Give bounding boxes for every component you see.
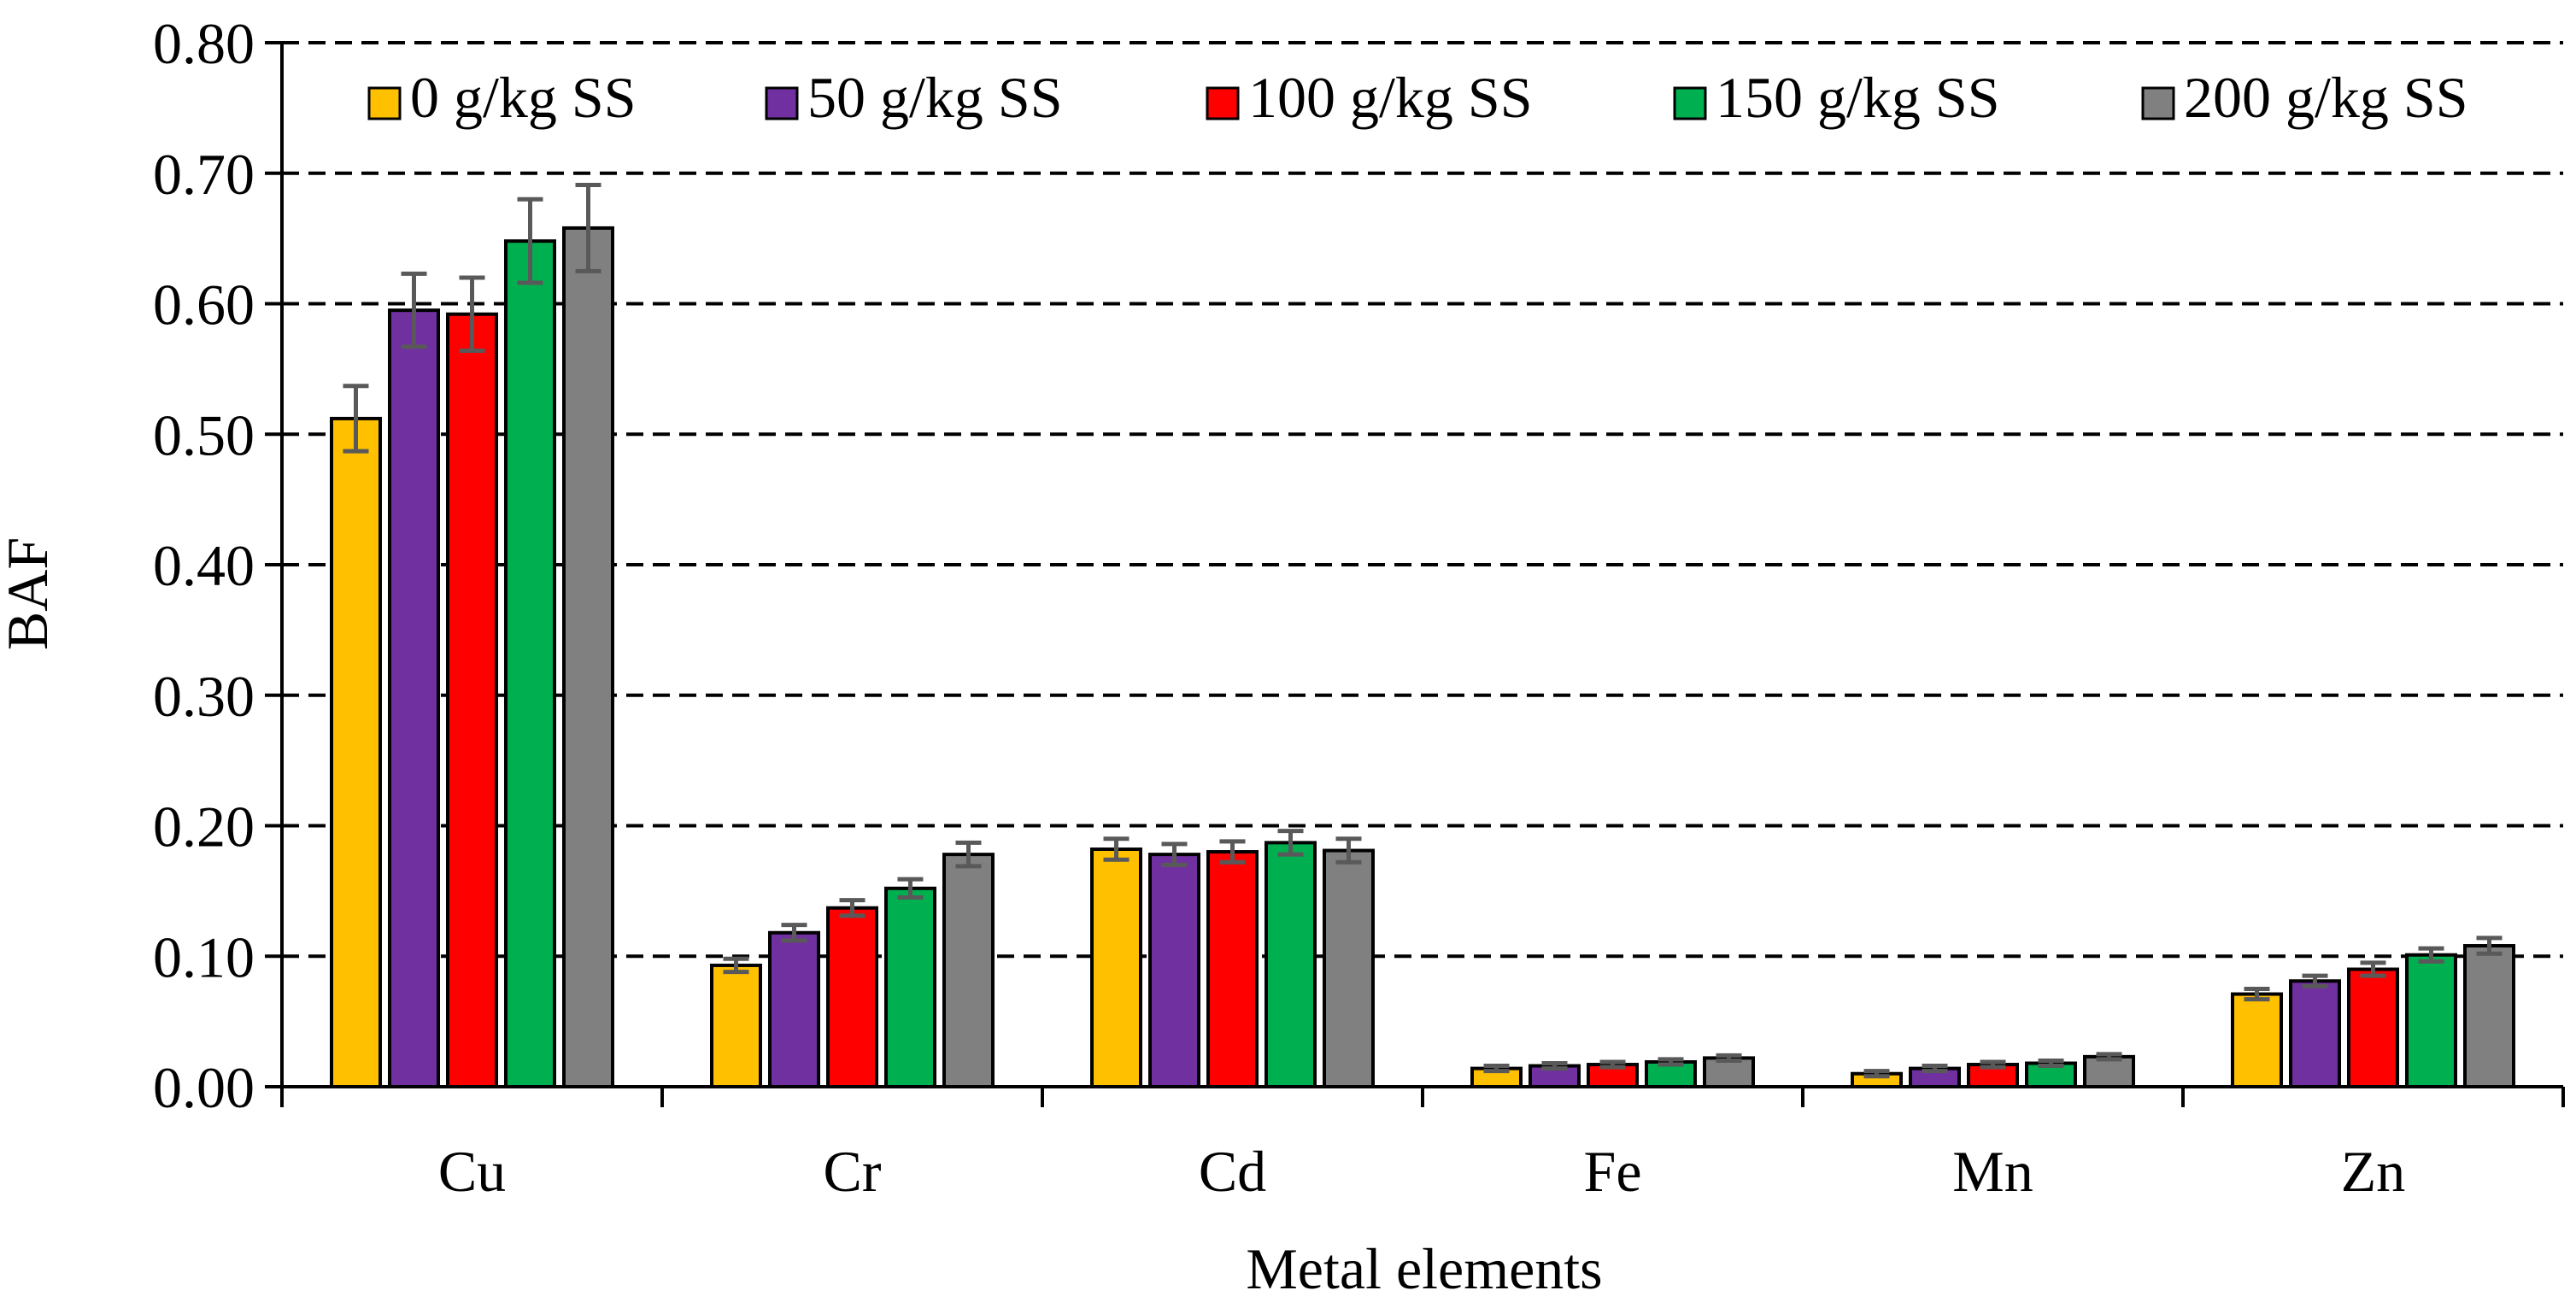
- bar: [504, 239, 556, 1088]
- y-tick-label: 0.70: [153, 142, 255, 207]
- legend-swatch: [765, 86, 799, 120]
- bar: [1090, 847, 1142, 1088]
- y-tick-label: 0.30: [153, 664, 255, 729]
- bar: [2347, 967, 2399, 1089]
- bar: [2405, 953, 2457, 1089]
- y-tick-label: 0.20: [153, 795, 255, 859]
- bar: [1323, 848, 1375, 1089]
- x-tick-label: Zn: [2341, 1139, 2406, 1204]
- bar: [942, 853, 995, 1088]
- legend-swatch: [1206, 86, 1240, 120]
- x-tick-label: Cu: [438, 1139, 506, 1204]
- axes: 0.00 0.10 0.20 0.30 0.40 0.50 0.60 0.70 0.80 Cu Cr…: [153, 11, 2565, 1204]
- bar: [884, 886, 936, 1088]
- bar: [2463, 944, 2515, 1089]
- y-tick-label: 0.00: [153, 1055, 255, 1120]
- y-tick-label: 0.50: [153, 402, 255, 467]
- bar: [2083, 1054, 2135, 1089]
- y-tick-label: 0.40: [153, 533, 255, 598]
- y-tick-label: 0.10: [153, 924, 255, 989]
- bar: [446, 312, 498, 1089]
- legend: 0 g/kg SS 50 g/kg SS 100 g/kg SS 150 g/kg S…: [367, 65, 2468, 130]
- legend-label: 50 g/kg SS: [807, 65, 1063, 130]
- x-tick-label: Cr: [824, 1139, 882, 1204]
- legend-label: 200 g/kg SS: [2184, 65, 2468, 130]
- bars: [330, 182, 2515, 1089]
- bar: [388, 308, 440, 1088]
- legend-swatch: [367, 86, 402, 120]
- legend-label: 0 g/kg SS: [410, 65, 637, 130]
- bar: [1265, 841, 1317, 1088]
- y-tick-label: 0.80: [153, 11, 255, 76]
- x-axis-title: Metal elements: [1246, 1236, 1602, 1301]
- x-tick-label: Cd: [1199, 1139, 1266, 1204]
- grid-lines: [282, 41, 2563, 959]
- x-tick-label: Mn: [1952, 1139, 2033, 1204]
- bar: [1148, 853, 1200, 1088]
- bar: [2289, 979, 2341, 1088]
- legend-swatch: [1673, 86, 1707, 120]
- legend-label: 100 g/kg SS: [1248, 65, 1533, 130]
- bar: [330, 416, 382, 1089]
- legend-swatch: [2141, 86, 2175, 120]
- y-tick-label: 0.60: [153, 273, 255, 337]
- bar: [710, 963, 762, 1088]
- bar: [826, 906, 878, 1089]
- bar: [1206, 850, 1259, 1088]
- y-axis-title: BAF: [0, 537, 60, 650]
- bar: [768, 930, 820, 1088]
- bar: [2231, 992, 2283, 1088]
- legend-label: 150 g/kg SS: [1716, 65, 2000, 130]
- bar: [562, 226, 614, 1088]
- x-tick-label: Fe: [1584, 1139, 1642, 1204]
